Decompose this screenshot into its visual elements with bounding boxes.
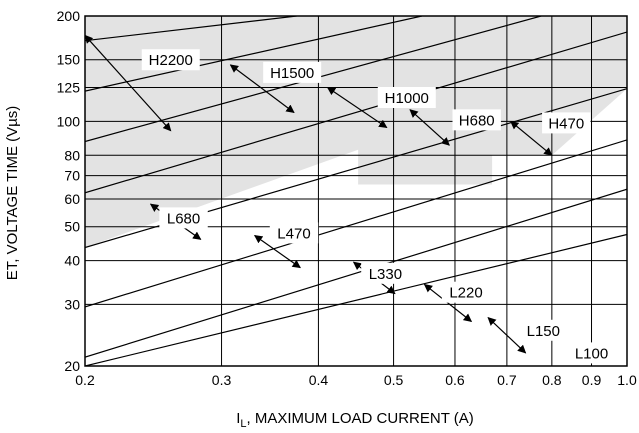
region-boundary-line — [85, 139, 627, 308]
region-label-background — [159, 207, 208, 229]
x-tick-label: 0.7 — [497, 372, 517, 388]
x-tick-label: 1.0 — [617, 372, 637, 388]
region-label-background — [542, 112, 591, 134]
region-arrow-h470 — [510, 120, 553, 156]
region-label-l100: L100 — [567, 342, 616, 364]
x-axis-title: IL, MAXIMUM LOAD CURRENT (A) — [236, 410, 474, 430]
y-tick-label: 100 — [57, 113, 81, 129]
x-tick-label: 0.5 — [384, 372, 404, 388]
region-label-background — [141, 49, 200, 71]
region-arrow-l150 — [487, 317, 527, 354]
region-label-l150: L150 — [519, 319, 568, 341]
y-tick-labels: 20 30 40 50 60 70 80 100 125 150 200 — [57, 8, 81, 374]
y-tick-label: 80 — [64, 147, 80, 163]
region-label-text: L470 — [277, 225, 310, 242]
region-label-background — [452, 109, 501, 131]
region-label-h1500: H1500 — [263, 61, 322, 83]
plot-frame — [84, 15, 628, 367]
region-arrow-l220 — [423, 283, 473, 323]
y-tick-label: 70 — [64, 168, 80, 184]
region-label-text: L100 — [575, 345, 608, 362]
x-tick-labels: 0.2 0.3 0.4 0.5 0.6 0.7 0.8 0.9 1.0 — [75, 372, 637, 388]
x-tick-label: 0.4 — [309, 372, 329, 388]
x-tick-label: 0.6 — [445, 372, 465, 388]
x-tick-label: 0.2 — [75, 372, 95, 388]
region-label-text: H680 — [459, 112, 495, 129]
y-tick-label: 200 — [57, 8, 81, 24]
region-arrow-h1000 — [326, 86, 388, 129]
region-label-l330: L330 — [361, 262, 410, 284]
region-label-text: H2200 — [149, 52, 193, 69]
region-label-h470: H470 — [542, 112, 591, 134]
region-arrow-h1500 — [229, 64, 295, 114]
region-label-text: L680 — [167, 210, 200, 227]
y-tick-label: 30 — [64, 296, 80, 312]
region-label-background — [377, 86, 436, 108]
region-label-h1000: H1000 — [377, 86, 436, 108]
region-label-background — [441, 281, 491, 303]
y-axis-title: ET, VOLTAGE TIME (Vµs) — [4, 106, 21, 281]
y-tick-label: 125 — [57, 79, 81, 95]
region-arrow-l470 — [253, 234, 301, 269]
region-label-l680: L680 — [159, 207, 208, 229]
region-labels-layer: H2200 H1500 H1000 H680 H470 L680 L470 L330 L220 L… — [141, 49, 616, 364]
region-label-h2200: H2200 — [141, 49, 200, 71]
region-label-text: H1000 — [385, 90, 429, 107]
y-tick-label: 50 — [64, 219, 80, 235]
region-label-background — [263, 61, 322, 83]
region-label-l470: L470 — [269, 222, 319, 244]
y-tick-label: 60 — [64, 191, 80, 207]
y-tick-label: 150 — [57, 52, 81, 68]
region-label-text: H470 — [548, 115, 584, 132]
region-label-text: L150 — [527, 323, 560, 340]
region-arrow-h680 — [409, 109, 450, 146]
x-tick-label: 0.9 — [582, 372, 602, 388]
x-tick-label: 0.3 — [212, 372, 232, 388]
y-tick-label: 20 — [64, 358, 80, 374]
region-label-text: L220 — [449, 285, 482, 302]
shaded-region — [85, 16, 627, 248]
region-label-background — [567, 342, 616, 364]
shaded-region-layer — [85, 16, 627, 248]
region-label-l220: L220 — [441, 281, 491, 303]
y-tick-label: 40 — [64, 253, 80, 269]
region-label-background — [269, 222, 319, 244]
region-label-text: L330 — [369, 266, 402, 283]
region-label-text: H1500 — [270, 65, 314, 82]
region-label-h680: H680 — [452, 109, 501, 131]
region-arrow-h2200 — [84, 34, 172, 132]
x-tick-label: 0.8 — [542, 372, 562, 388]
region-boundary-line — [85, 233, 627, 366]
region-label-background — [519, 319, 568, 341]
region-label-background — [361, 262, 410, 284]
